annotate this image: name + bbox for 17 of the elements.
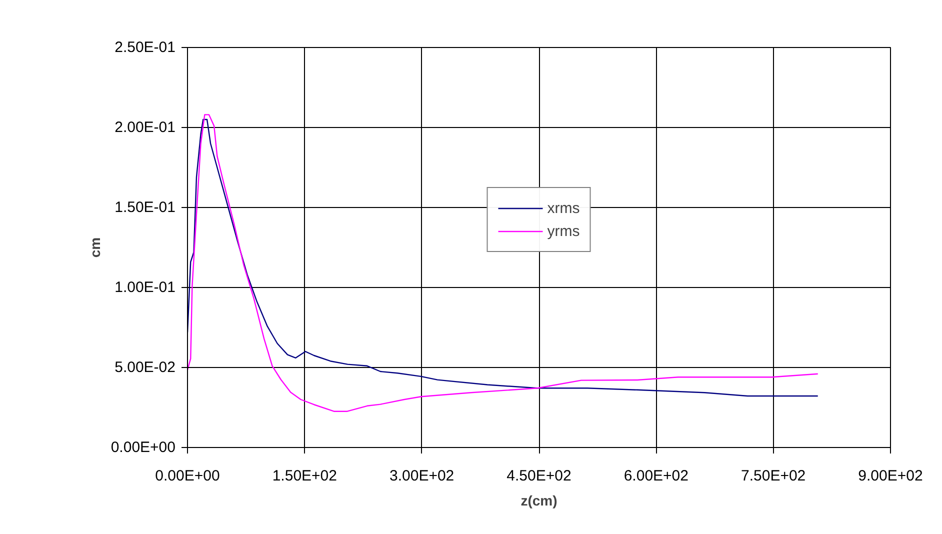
y-tick-label: 1.00E-01 [114,279,176,296]
x-tick-label: 1.50E+02 [272,468,337,484]
x-tick-label: 7.50E+02 [741,468,806,484]
x-tick-label: 3.00E+02 [390,468,454,484]
y-tick-label: 2.00E-01 [114,119,176,136]
y-tick-label: 1.50E-01 [114,199,176,216]
x-tick-label: 4.50E+02 [506,468,572,484]
y-tick-label: 5.00E-02 [114,359,176,376]
x-axis-title: z(cm) [520,492,558,508]
x-tick-label: 9.00E+02 [858,468,923,484]
y-axis-title: cm [86,237,103,258]
y-tick-label: 0.00E+00 [110,439,176,456]
y-tick-label: 2.50E-01 [114,39,176,56]
legend-label: yrms [547,222,580,240]
legend-label: xrms [547,200,580,216]
x-tick-label: 0.00E+00 [155,468,220,484]
x-tick-label: 6.00E+02 [624,468,688,484]
